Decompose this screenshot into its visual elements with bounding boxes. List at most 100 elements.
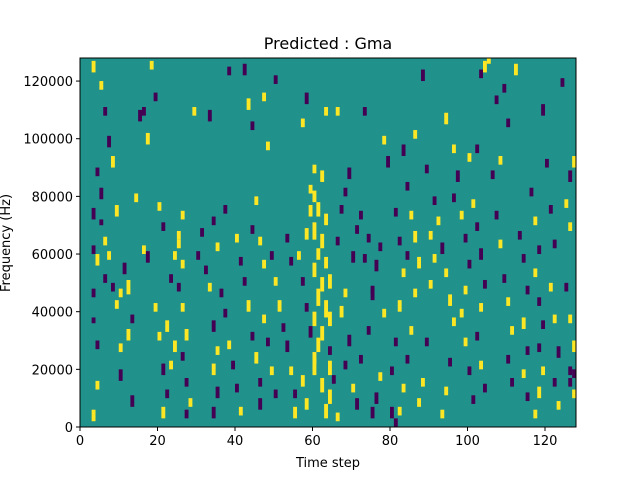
x-tick-label: 80 xyxy=(382,434,399,449)
heatmap-cell-low xyxy=(467,259,472,269)
heatmap-cell-high xyxy=(506,297,511,306)
heatmap-cell-high xyxy=(328,274,332,289)
heatmap-cell-high xyxy=(188,398,193,407)
heatmap-cell-high xyxy=(510,326,515,335)
heatmap-cell-high xyxy=(118,288,123,298)
heatmap-cell-low xyxy=(153,92,158,102)
heatmap-cell-low xyxy=(405,181,410,191)
heatmap-cell-high xyxy=(269,366,274,376)
heatmap-cell-low xyxy=(393,207,398,217)
y-tick-label: 120000 xyxy=(23,75,73,90)
heatmap-cell-high xyxy=(564,199,569,208)
heatmap-cell-high xyxy=(293,406,298,419)
heatmap-cell-low xyxy=(308,326,313,338)
heatmap-cell-high xyxy=(324,256,329,269)
heatmap-cell-low xyxy=(362,107,367,116)
heatmap-cell-low xyxy=(161,363,166,376)
heatmap-cell-high xyxy=(463,337,468,347)
heatmap-cell-high xyxy=(382,308,387,318)
y-tick-label: 20000 xyxy=(32,363,73,378)
heatmap-cell-low xyxy=(103,107,108,116)
heatmap-cell-low xyxy=(145,251,150,263)
heatmap-cell-high xyxy=(328,389,332,404)
heatmap-cell-low xyxy=(448,357,453,367)
heatmap-cell-high xyxy=(262,259,267,269)
heatmap-cell-high xyxy=(572,340,577,353)
heatmap-cell-high xyxy=(533,409,538,419)
heatmap-cell-low xyxy=(176,282,181,292)
heatmap-cell-high xyxy=(176,230,181,240)
heatmap-cell-high xyxy=(432,254,437,263)
y-tick-label: 40000 xyxy=(32,306,73,321)
heatmap-cell-high xyxy=(324,300,329,318)
heatmap-cell-high xyxy=(498,239,503,249)
heatmap-cell-high xyxy=(142,245,146,255)
heatmap-cell-low xyxy=(475,331,480,341)
heatmap-cell-high xyxy=(134,193,139,203)
heatmap-cell-high xyxy=(169,360,174,370)
heatmap-cell-low xyxy=(207,109,212,122)
heatmap-cell-low xyxy=(362,254,367,263)
heatmap-cell-low xyxy=(355,225,360,234)
heatmap-cell-high xyxy=(157,202,162,211)
heatmap-cell-low xyxy=(99,219,104,226)
heatmap-cell-low xyxy=(537,245,542,255)
heatmap-cell-low xyxy=(184,377,189,387)
heatmap-cell-low xyxy=(494,95,499,105)
heatmap-cell-high xyxy=(541,366,546,376)
heatmap-cell-low xyxy=(537,297,542,306)
heatmap-cell-low xyxy=(169,274,174,283)
heatmap-cell-high xyxy=(215,346,220,355)
heatmap-cell-low xyxy=(223,205,228,214)
heatmap-cell-low xyxy=(95,340,100,350)
heatmap-cell-low xyxy=(339,205,344,214)
heatmap-cell-high xyxy=(568,314,573,324)
heatmap-cell-low xyxy=(180,352,185,361)
heatmap-cell-high xyxy=(514,63,518,76)
heatmap-cell-low xyxy=(397,236,402,246)
heatmap-cell-low xyxy=(111,282,115,292)
heatmap-cell-high xyxy=(95,380,100,390)
heatmap-cell-high xyxy=(161,406,166,419)
heatmap-cell-low xyxy=(452,193,456,203)
heatmap-cell-high xyxy=(459,210,464,220)
heatmap-cell-high xyxy=(126,328,131,341)
heatmap-cell-low xyxy=(502,83,507,93)
heatmap-cell-low xyxy=(223,308,228,318)
heatmap-cell-high xyxy=(312,190,317,203)
heatmap-cell-low xyxy=(401,144,406,157)
heatmap-cell-low xyxy=(370,288,375,301)
heatmap-cell-low xyxy=(479,69,484,79)
x-tick-label: 40 xyxy=(227,434,244,449)
heatmap-cell-high xyxy=(556,401,561,410)
heatmap-cell-high xyxy=(428,279,433,289)
heatmap-cell-high xyxy=(262,92,267,102)
y-tick-label: 100000 xyxy=(23,133,73,148)
heatmap-cell-high xyxy=(316,337,321,353)
heatmap-cell-low xyxy=(95,167,100,177)
heatmap-cell-low xyxy=(537,343,542,353)
heatmap-cell-high xyxy=(324,403,329,419)
heatmap-cell-low xyxy=(250,331,255,341)
heatmap-cell-low xyxy=(568,377,573,387)
heatmap-cell-high xyxy=(300,375,305,387)
heatmap-cell-high xyxy=(126,279,131,295)
heatmap-cell-high xyxy=(312,262,317,278)
heatmap-cell-high xyxy=(111,156,115,168)
heatmap-cell-high xyxy=(413,288,418,298)
heatmap-cell-high xyxy=(207,282,212,292)
heatmap-cell-high xyxy=(320,377,325,393)
heatmap-cell-low xyxy=(529,187,534,197)
heatmap-cell-high xyxy=(351,383,356,393)
heatmap-cell-high xyxy=(316,202,321,217)
heatmap-cell-high xyxy=(452,144,456,154)
heatmap-cell-low xyxy=(258,398,263,410)
heatmap-cell-high xyxy=(498,156,503,165)
heatmap-cell-high xyxy=(320,233,325,249)
y-axis-label: Frequency (Hz) xyxy=(0,194,14,292)
heatmap-cell-high xyxy=(273,277,278,286)
heatmap-cell-low xyxy=(347,167,352,180)
heatmap-cell-high xyxy=(308,205,313,217)
heatmap-cell-high xyxy=(266,141,270,151)
